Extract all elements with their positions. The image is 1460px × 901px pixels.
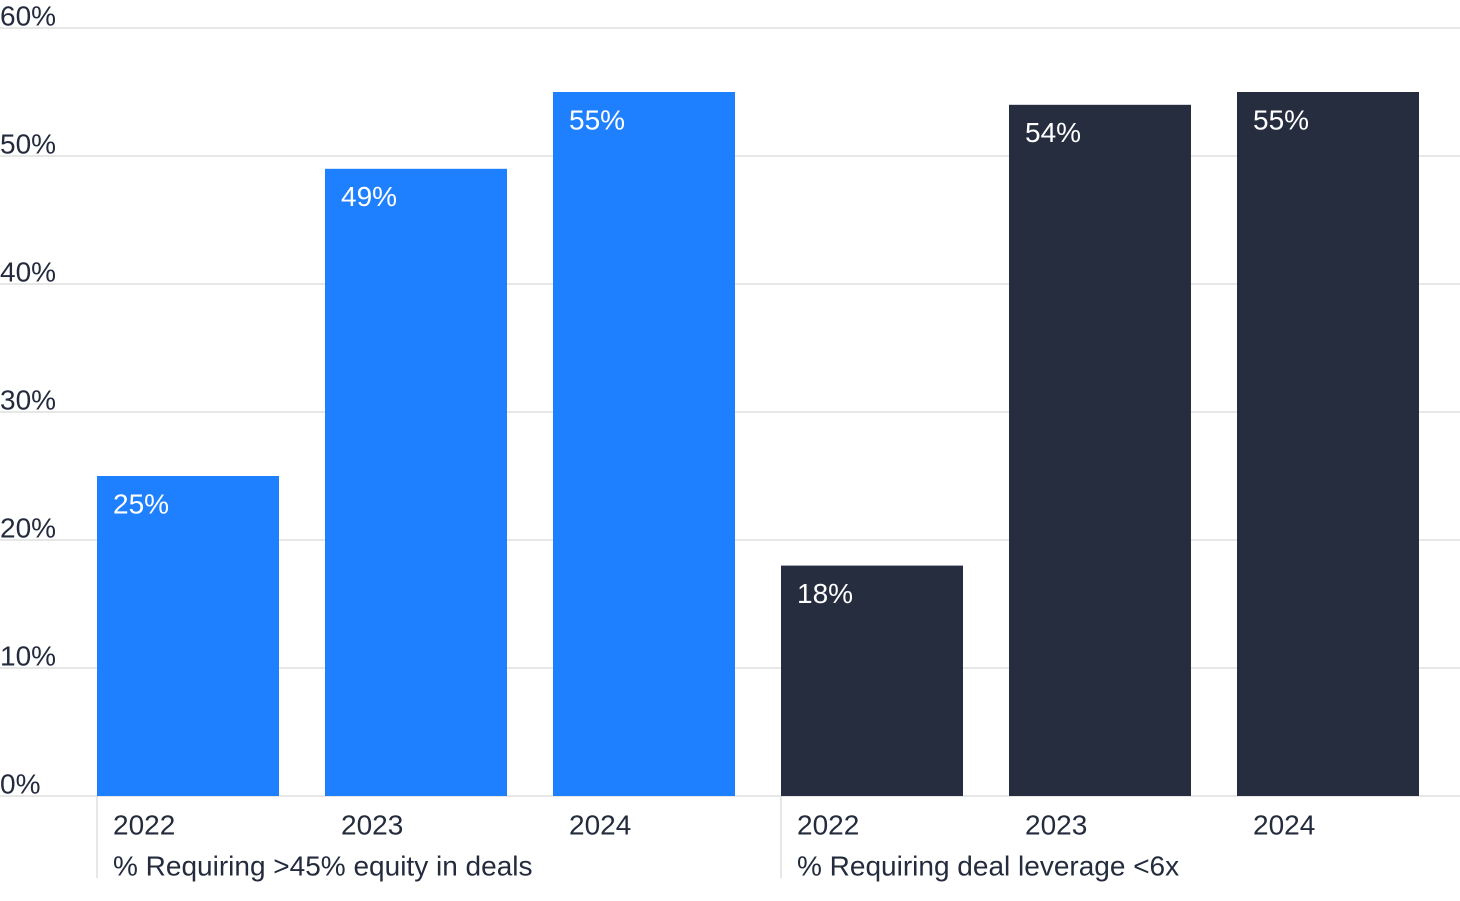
value-label: 54% [1025,117,1081,148]
value-label: 25% [113,488,169,519]
group-label: % Requiring >45% equity in deals [113,850,532,881]
y-tick-label: 20% [0,512,56,543]
group-label: % Requiring deal leverage <6x [797,850,1179,881]
x-tick-label: 2022 [797,809,859,840]
bar [553,92,735,796]
x-tick-label: 2024 [569,809,631,840]
value-label: 49% [341,181,397,212]
bar [781,565,963,796]
bar [1009,104,1191,797]
value-label: 55% [569,104,625,135]
y-tick-label: 60% [0,0,56,31]
y-tick-label: 40% [0,256,56,287]
x-tick-label: 2022 [113,809,175,840]
x-tick-label: 2024 [1253,809,1315,840]
value-label: 55% [1253,104,1309,135]
x-tick-label: 2023 [341,809,403,840]
bar [97,476,279,796]
y-tick-label: 30% [0,384,56,415]
y-tick-label: 0% [0,768,40,799]
bar [1237,92,1419,796]
bar [325,168,507,797]
y-tick-label: 50% [0,128,56,159]
x-tick-label: 2023 [1025,809,1087,840]
y-tick-label: 10% [0,640,56,671]
value-label: 18% [797,578,853,609]
